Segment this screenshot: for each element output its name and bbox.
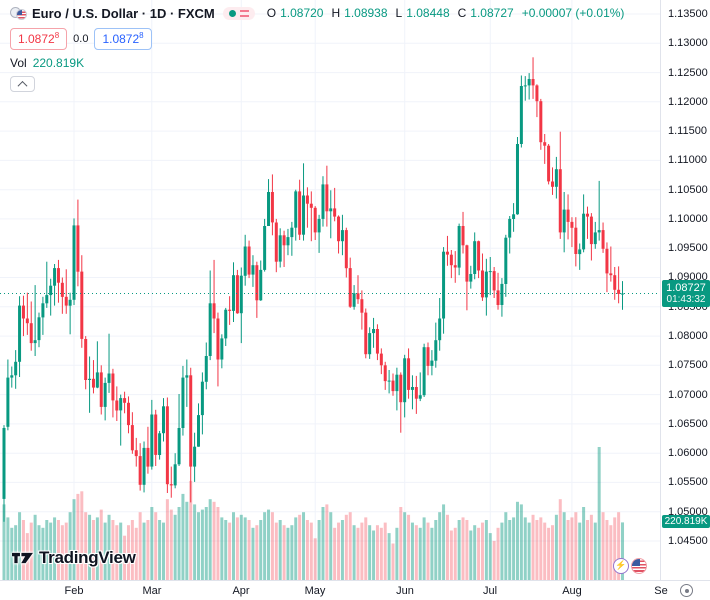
low-value: 1.08448 bbox=[406, 6, 450, 20]
ask-half-pip: 8 bbox=[139, 30, 144, 40]
tradingview-mark-icon bbox=[12, 552, 33, 564]
month-tick: Aug bbox=[562, 585, 582, 597]
legend-row-main: Euro / U.S. Dollar · 1D · FXCM O 1.08720 … bbox=[10, 4, 624, 22]
market-status-pill[interactable] bbox=[222, 6, 255, 20]
price-tick: 1.13500 bbox=[668, 8, 708, 20]
axis-settings-icon[interactable] bbox=[680, 584, 693, 597]
chevron-up-icon bbox=[17, 80, 28, 91]
month-tick: Jun bbox=[396, 585, 414, 597]
volume-value: 220.819K bbox=[32, 56, 85, 70]
price-tick: 1.06000 bbox=[668, 447, 708, 459]
chart-pane[interactable]: Euro / U.S. Dollar · 1D · FXCM O 1.08720 … bbox=[0, 0, 660, 580]
price-tick: 1.07000 bbox=[668, 389, 708, 401]
price-tick: 1.10000 bbox=[668, 213, 708, 225]
spread-value: 0.0 bbox=[73, 32, 89, 45]
month-tick: Jul bbox=[482, 585, 498, 597]
market-open-dot-icon bbox=[228, 9, 236, 17]
economic-events-icon bbox=[239, 9, 249, 17]
bid-half-pip: 8 bbox=[54, 30, 60, 40]
price-tick: 1.12000 bbox=[668, 96, 708, 108]
ask-value: 1.0872 bbox=[102, 31, 140, 46]
price-tick: 1.09500 bbox=[668, 242, 708, 254]
price-tick: 1.05500 bbox=[668, 476, 708, 488]
economic-event-lightning-icon[interactable]: ⚡ bbox=[613, 558, 629, 574]
open-value: 1.08720 bbox=[280, 6, 324, 20]
price-tick: 1.07500 bbox=[668, 359, 708, 371]
month-tick: Mar bbox=[142, 585, 162, 597]
price-tick: 1.11500 bbox=[668, 125, 707, 137]
low-label: L bbox=[395, 6, 403, 20]
symbol-title[interactable]: Euro / U.S. Dollar · 1D · FXCM bbox=[32, 5, 215, 21]
close-label: C bbox=[457, 6, 467, 20]
last-price-value: 1.08727 bbox=[666, 282, 706, 294]
month-tick: Feb bbox=[64, 585, 84, 597]
tradingview-logo[interactable]: TradingView bbox=[12, 548, 136, 568]
time-axis[interactable]: Feb Mar Apr May Jun Jul Aug Se bbox=[0, 580, 710, 600]
price-tick: 1.11000 bbox=[668, 154, 707, 166]
symbol-pair-flags-icon bbox=[10, 6, 27, 20]
price-tick: 1.13000 bbox=[668, 37, 708, 49]
ohlc-readout: O 1.08720 H 1.08938 L 1.08448 C 1.08727 +0.0… bbox=[267, 6, 625, 20]
legend-row-volume: Vol 220.819K bbox=[10, 56, 624, 70]
price-tick: 1.12500 bbox=[668, 67, 708, 79]
candlestick-chart[interactable] bbox=[0, 0, 660, 580]
price-tick: 1.10500 bbox=[668, 184, 708, 196]
month-tick: Se bbox=[654, 585, 668, 597]
close-value: 1.08727 bbox=[470, 6, 514, 20]
collapse-legend-button[interactable] bbox=[10, 76, 35, 92]
volume-label: Vol bbox=[10, 56, 27, 70]
open-label: O bbox=[266, 6, 277, 20]
last-price-tag: 1.08727 01:43:32 bbox=[662, 280, 710, 307]
change-value: +0.00007 (+0.01%) bbox=[521, 6, 625, 20]
bar-countdown: 01:43:32 bbox=[666, 294, 706, 305]
price-tick: 1.04500 bbox=[668, 535, 708, 547]
symbol-legend: Euro / U.S. Dollar · 1D · FXCM O 1.08720 … bbox=[10, 4, 624, 92]
bid-value: 1.0872 bbox=[18, 31, 55, 46]
high-label: H bbox=[331, 6, 341, 20]
price-tick: 1.06500 bbox=[668, 418, 708, 430]
economic-event-us-flag-icon[interactable] bbox=[631, 558, 647, 574]
month-tick: May bbox=[304, 585, 326, 597]
legend-row-quotes: 1.08728 0.0 1.08728 bbox=[10, 27, 624, 50]
volume-axis-tag: 220.819K bbox=[662, 515, 710, 528]
sell-price-button[interactable]: 1.08728 bbox=[10, 27, 68, 50]
tradingview-logo-text: TradingView bbox=[39, 548, 136, 567]
price-axis[interactable]: 1.13500 1.13000 1.12500 1.12000 1.11500 1.110… bbox=[660, 0, 710, 580]
buy-price-button[interactable]: 1.08728 bbox=[94, 27, 152, 50]
month-tick: Apr bbox=[232, 585, 250, 597]
price-tick: 1.08000 bbox=[668, 330, 708, 342]
high-value: 1.08938 bbox=[344, 6, 388, 20]
event-markers: ⚡ bbox=[613, 558, 647, 574]
